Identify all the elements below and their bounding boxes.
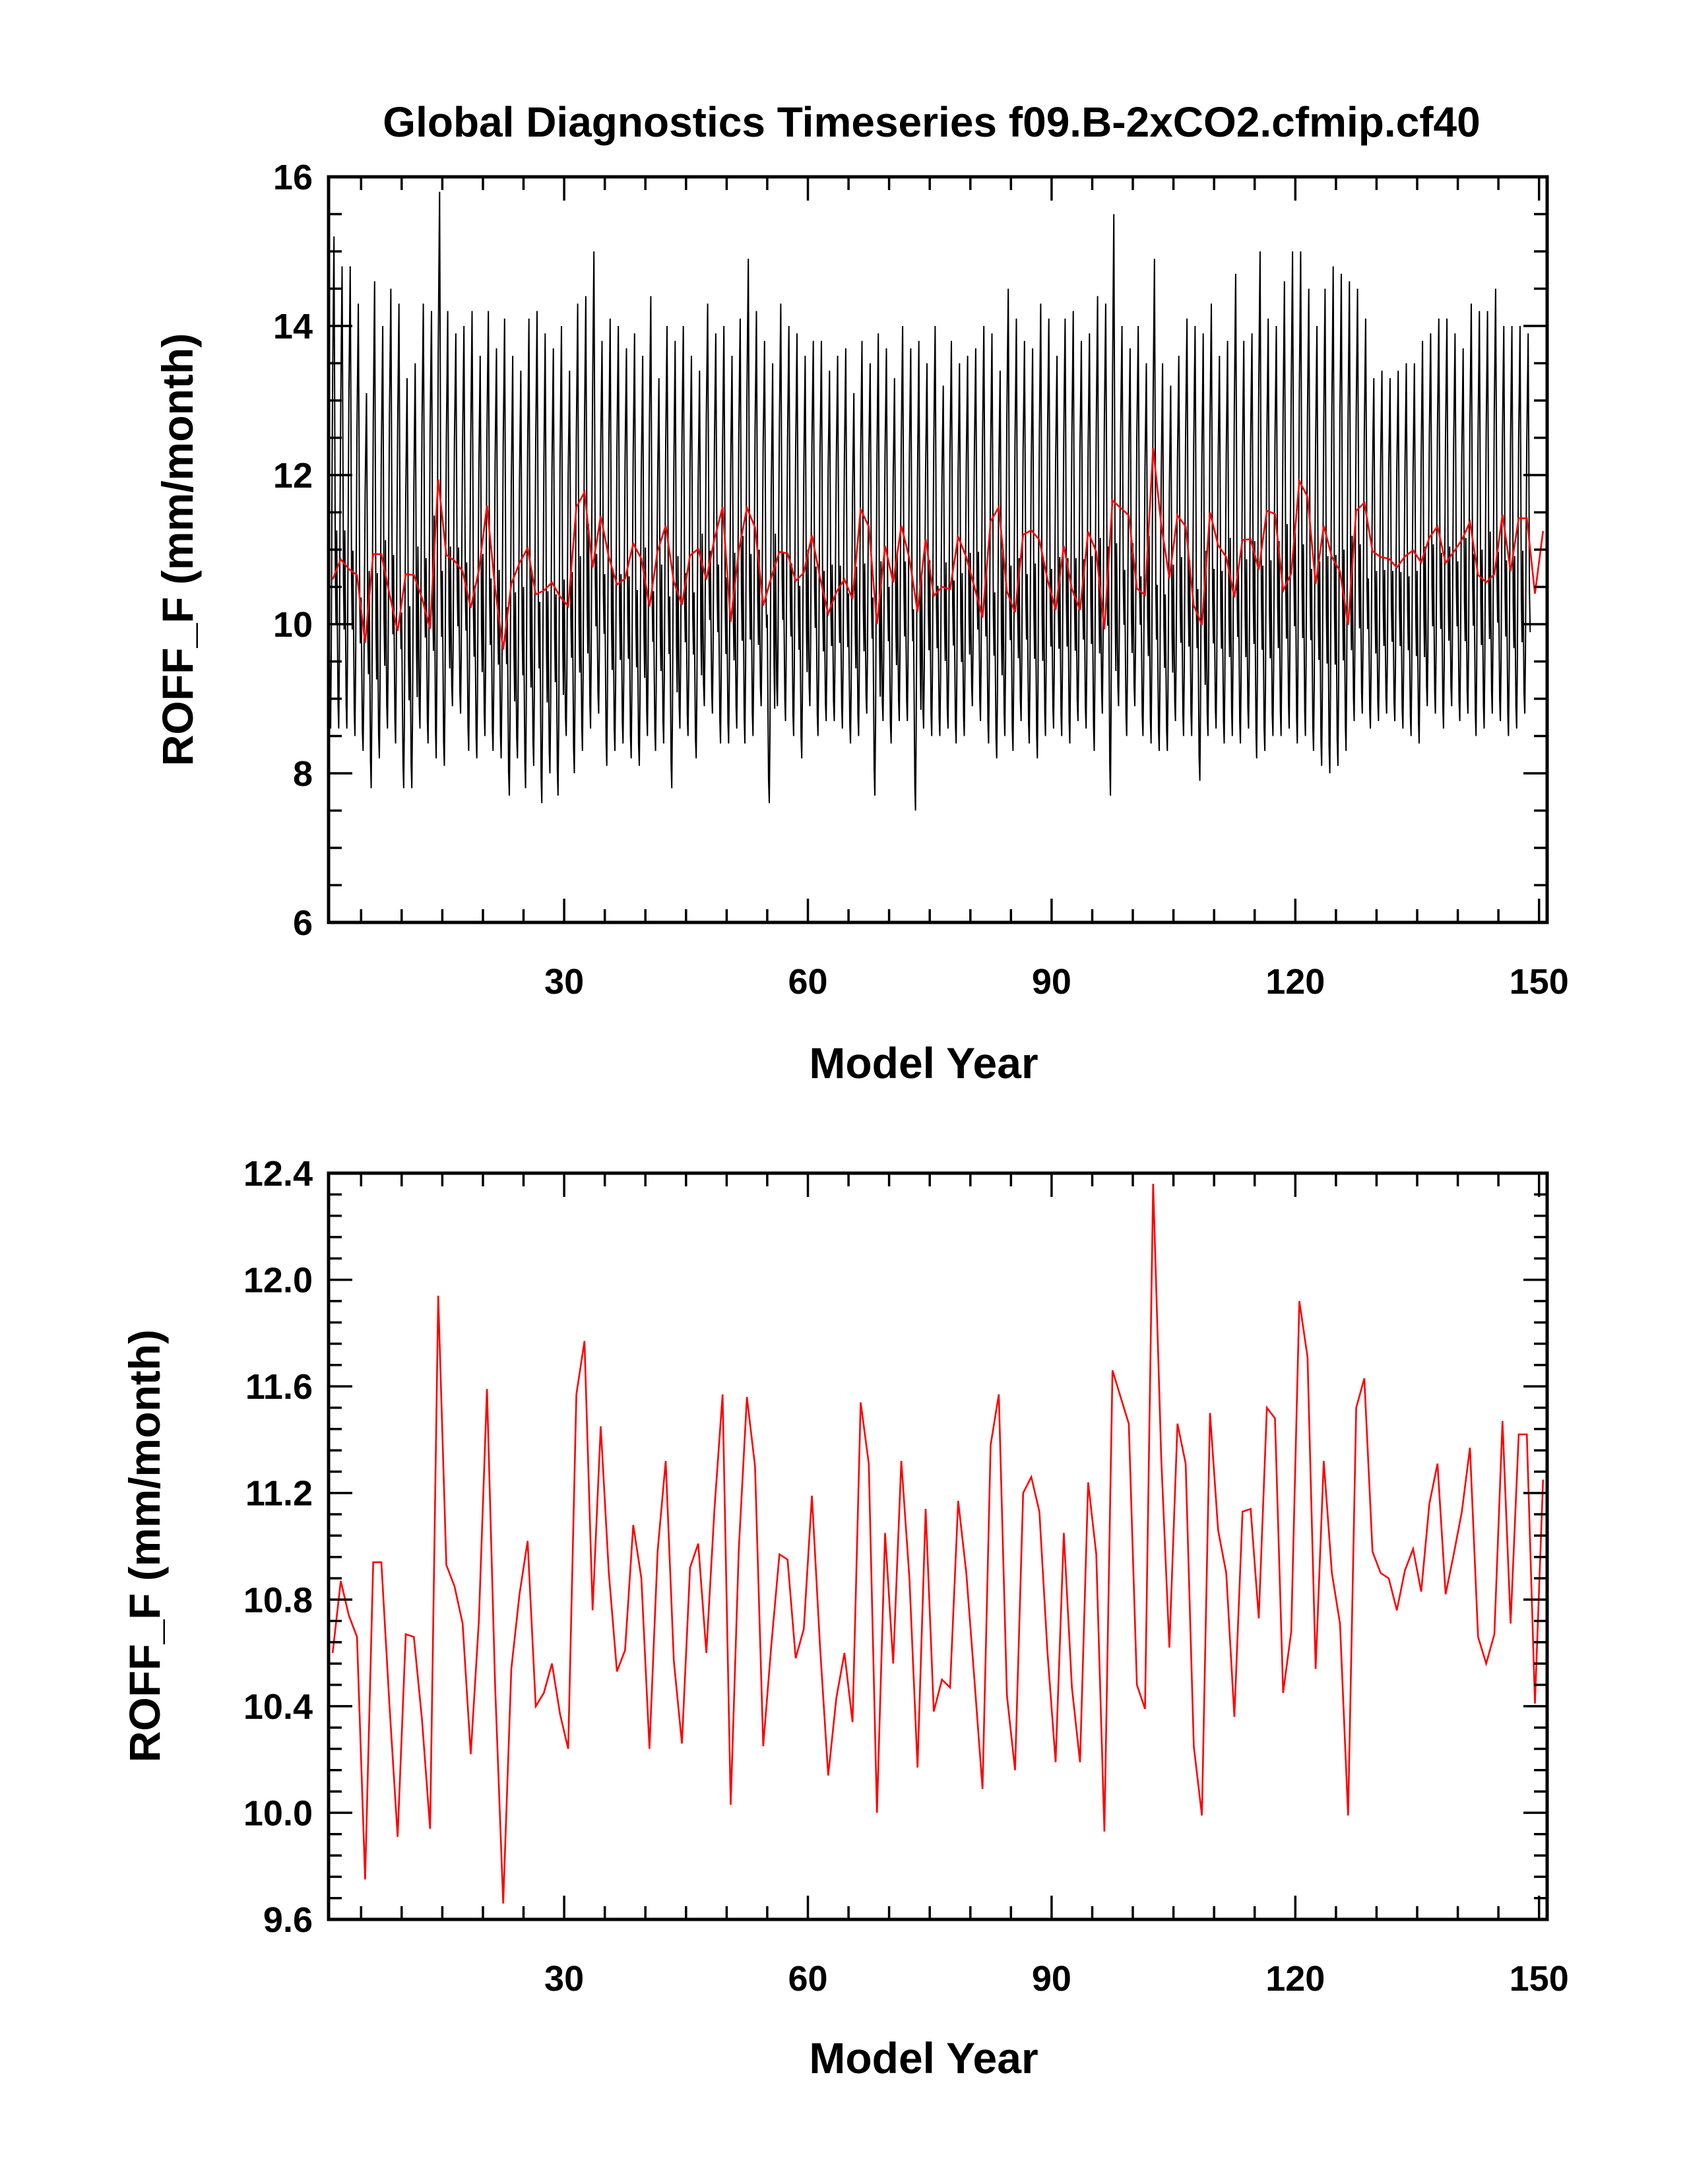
top-x-tick-label: 90: [1032, 962, 1071, 1002]
top-y-tick-label: 8: [293, 754, 313, 794]
bottom-x-ticks: [360, 1173, 1541, 1919]
top-monthly-series: [328, 191, 1531, 811]
bottom-y-tick-label: 11.2: [245, 1474, 313, 1514]
top-panel: 30 60 90 120 150 6 8 10 12 14 16 Model Year ROFF_…: [153, 158, 1569, 1087]
top-y-tick-label: 16: [273, 158, 313, 197]
bottom-y-tick-label: 10.0: [243, 1793, 313, 1833]
top-x-tick-label: 30: [544, 962, 584, 1002]
bottom-panel: 30 60 90 120 150 9.6 10.0 10.4 10.8 11.2 11.6 12.0…: [120, 1154, 1569, 2082]
top-y-tick-label: 6: [293, 903, 313, 943]
bottom-x-axis-label: Model Year: [809, 2034, 1038, 2082]
top-annual-series: [331, 448, 1545, 650]
top-y-tick-label: 12: [273, 456, 313, 496]
top-x-ticks: [360, 177, 1541, 922]
bottom-y-tick-labels: 9.6 10.0 10.4 10.8 11.2 11.6 12.0 12.4: [243, 1154, 313, 1940]
bottom-x-tick-labels: 30 60 90 120 150: [544, 1959, 1569, 1999]
top-x-tick-label: 120: [1265, 962, 1325, 1002]
top-x-tick-labels: 30 60 90 120 150: [544, 962, 1569, 1002]
top-x-axis-label: Model Year: [809, 1039, 1038, 1087]
bottom-x-tick-label: 30: [544, 1959, 584, 1999]
top-y-axis-label: ROFF_F (mm/month): [153, 333, 202, 766]
bottom-x-tick-label: 150: [1510, 1959, 1569, 1999]
top-monthly-line: [328, 191, 1531, 811]
top-annual-line: [331, 448, 1545, 650]
bottom-annual-line: [331, 1184, 1545, 1904]
bottom-x-tick-label: 120: [1265, 1959, 1325, 1999]
bottom-x-tick-label: 90: [1032, 1959, 1071, 1999]
bottom-y-tick-label: 10.4: [243, 1687, 313, 1727]
top-x-tick-label: 150: [1510, 962, 1569, 1002]
chart-title: Global Diagnostics Timeseries f09.B-2xCO…: [383, 98, 1480, 146]
top-y-tick-labels: 6 8 10 12 14 16: [273, 158, 313, 943]
bottom-annual-series: [331, 1184, 1545, 1904]
bottom-plot-frame: [327, 1171, 1549, 1921]
top-y-tick-label: 14: [273, 307, 313, 346]
bottom-y-ticks: [329, 1172, 1547, 1921]
bottom-y-tick-label: 11.6: [245, 1367, 313, 1407]
bottom-y-tick-label: 10.8: [243, 1580, 313, 1620]
bottom-y-tick-label: 9.6: [263, 1900, 313, 1940]
bottom-y-axis-label: ROFF_F (mm/month): [120, 1330, 169, 1762]
top-x-tick-label: 60: [788, 962, 827, 1002]
top-y-tick-label: 10: [273, 605, 313, 645]
bottom-x-tick-label: 60: [788, 1959, 827, 1999]
bottom-y-tick-label: 12.0: [243, 1261, 313, 1301]
top-y-ticks: [329, 176, 1547, 924]
bottom-y-tick-label: 12.4: [243, 1154, 313, 1194]
